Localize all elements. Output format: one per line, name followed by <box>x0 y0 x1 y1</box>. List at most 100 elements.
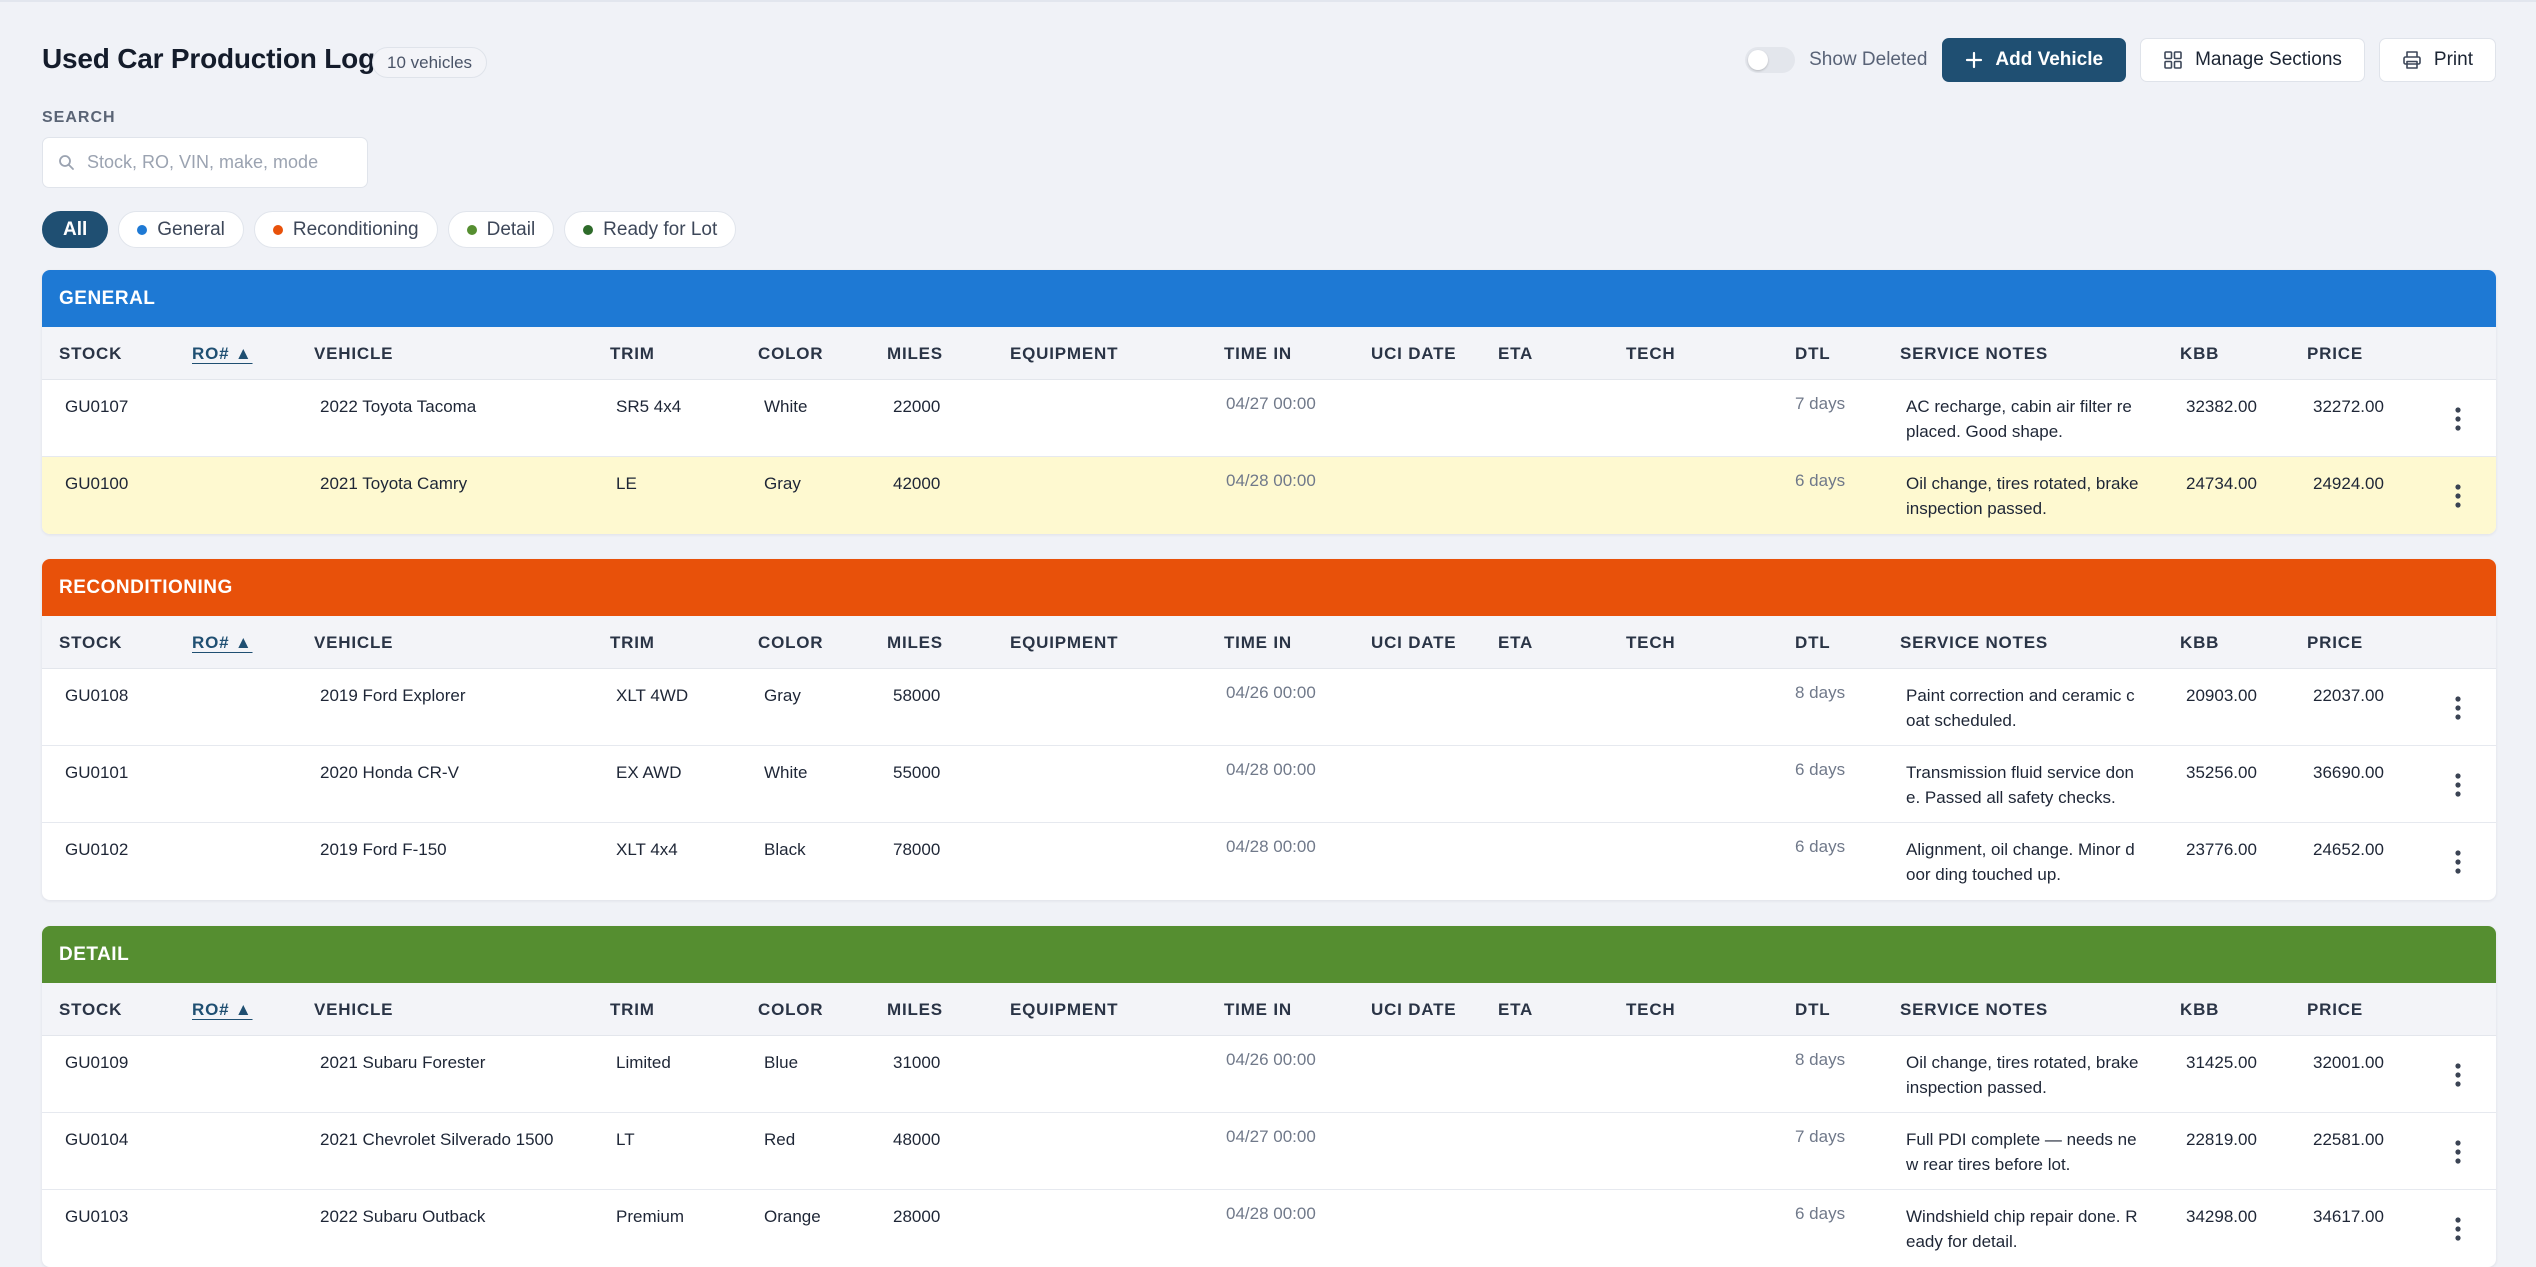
column-header[interactable]: PRICE <box>2307 344 2363 363</box>
column-header[interactable]: STOCK <box>59 633 123 652</box>
show-deleted-toggle-wrap[interactable]: Show Deleted <box>1745 47 1927 73</box>
cell-service-notes-line2: e. Passed all safety checks. <box>1906 788 2116 807</box>
filter-chip-ready-for-lot[interactable]: Ready for Lot <box>564 211 737 248</box>
column-header[interactable]: ETA <box>1498 344 1534 363</box>
status-dot-icon <box>466 224 477 235</box>
column-header[interactable]: TECH <box>1626 1000 1676 1019</box>
cell-trim: XLT 4x4 <box>616 840 678 859</box>
column-header[interactable]: TIME IN <box>1224 344 1292 363</box>
column-header[interactable]: DTL <box>1795 1000 1831 1019</box>
cell-kbb: 24734.00 <box>2186 474 2257 493</box>
cell-time-in: 04/28 00:00 <box>1226 1204 1316 1223</box>
filter-chip-all[interactable]: All <box>42 211 109 248</box>
column-header[interactable]: VEHICLE <box>314 1000 394 1019</box>
cell-miles: 55000 <box>893 763 941 782</box>
column-header[interactable]: RO# ▲ <box>192 1000 253 1019</box>
section-general: GENERAL STOCK RO# ▲ VEHICLE TRIM COLOR MILES EQ… <box>42 270 2496 534</box>
table-row[interactable]: GU0107 2022 Toyota Tacoma SR5 4x4 White 2200… <box>42 380 2496 457</box>
row-menu-kebab-icon[interactable] <box>2448 669 2468 746</box>
column-header[interactable]: ETA <box>1498 1000 1534 1019</box>
cell-dtl: 8 days <box>1795 1050 1846 1069</box>
column-header[interactable]: TRIM <box>610 633 655 652</box>
cell-time-in: 04/26 00:00 <box>1226 683 1316 702</box>
column-header[interactable]: EQUIPMENT <box>1010 344 1119 363</box>
cell-color: White <box>764 763 808 782</box>
row-menu-kebab-icon[interactable] <box>2448 1036 2468 1113</box>
column-header[interactable]: RO# ▲ <box>192 344 253 363</box>
column-header[interactable]: KBB <box>2180 633 2220 652</box>
filter-chip-detail[interactable]: Detail <box>447 211 555 248</box>
cell-vehicle: 2022 Toyota Tacoma <box>320 397 477 416</box>
column-header[interactable]: COLOR <box>758 344 824 363</box>
table-row[interactable]: GU0103 2022 Subaru Outback Premium Orange 28… <box>42 1190 2496 1267</box>
column-header[interactable]: UCI DATE <box>1371 633 1457 652</box>
column-header[interactable]: SERVICE NOTES <box>1900 344 2049 363</box>
cell-service-notes-line2: eady for detail. <box>1906 1232 2018 1251</box>
column-header[interactable]: TECH <box>1626 633 1676 652</box>
column-header[interactable]: VEHICLE <box>314 344 394 363</box>
cell-vehicle: 2022 Subaru Outback <box>320 1207 486 1226</box>
cell-kbb: 23776.00 <box>2186 840 2257 859</box>
table-row[interactable]: GU0104 2021 Chevrolet Silverado 1500 LT Red… <box>42 1113 2496 1190</box>
column-header[interactable]: EQUIPMENT <box>1010 633 1119 652</box>
column-header[interactable]: TIME IN <box>1224 1000 1292 1019</box>
cell-service-notes-line1: Paint correction and ceramic c <box>1906 686 2135 705</box>
column-header[interactable]: UCI DATE <box>1371 344 1457 363</box>
column-header[interactable]: ETA <box>1498 633 1534 652</box>
row-menu-kebab-icon[interactable] <box>2448 457 2468 534</box>
column-header[interactable]: SERVICE NOTES <box>1900 633 2049 652</box>
column-header[interactable]: PRICE <box>2307 1000 2363 1019</box>
column-header[interactable]: RO# ▲ <box>192 633 253 652</box>
cell-service-notes-line1: AC recharge, cabin air filter re <box>1906 397 2132 416</box>
column-header[interactable]: EQUIPMENT <box>1010 1000 1119 1019</box>
section-reconditioning: RECONDITIONING STOCK RO# ▲ VEHICLE TRIM COLOR… <box>42 559 2496 900</box>
table-row[interactable]: GU0100 2021 Toyota Camry LE Gray 42000 04/28 … <box>42 457 2496 534</box>
column-header[interactable]: PRICE <box>2307 633 2363 652</box>
column-header[interactable]: COLOR <box>758 633 824 652</box>
column-header[interactable]: MILES <box>887 1000 943 1019</box>
filter-chip-reconditioning[interactable]: Reconditioning <box>253 211 438 248</box>
print-button[interactable]: Print <box>2378 38 2496 82</box>
section-header[interactable]: GENERAL <box>42 270 2496 327</box>
cell-service-notes-line2: inspection passed. <box>1906 499 2047 518</box>
row-menu-kebab-icon[interactable] <box>2448 823 2468 900</box>
column-header[interactable]: MILES <box>887 344 943 363</box>
cell-miles: 22000 <box>893 397 941 416</box>
filter-chip-general[interactable]: General <box>118 211 244 248</box>
column-header[interactable]: MILES <box>887 633 943 652</box>
column-header[interactable]: KBB <box>2180 1000 2220 1019</box>
add-vehicle-button[interactable]: Add Vehicle <box>1942 38 2127 82</box>
section-header[interactable]: RECONDITIONING <box>42 559 2496 616</box>
table-row[interactable]: GU0109 2021 Subaru Forester Limited Blue 310… <box>42 1036 2496 1113</box>
cell-service-notes-line2: w rear tires before lot. <box>1906 1155 2071 1174</box>
column-header[interactable]: STOCK <box>59 1000 123 1019</box>
show-deleted-toggle[interactable] <box>1745 47 1796 73</box>
row-menu-kebab-icon[interactable] <box>2448 1190 2468 1267</box>
column-header[interactable]: TECH <box>1626 344 1676 363</box>
section-header[interactable]: DETAIL <box>42 926 2496 983</box>
row-menu-kebab-icon[interactable] <box>2448 746 2468 823</box>
column-header[interactable]: UCI DATE <box>1371 1000 1457 1019</box>
column-header[interactable]: COLOR <box>758 1000 824 1019</box>
column-header[interactable]: DTL <box>1795 344 1831 363</box>
column-header[interactable]: KBB <box>2180 344 2220 363</box>
column-header[interactable]: SERVICE NOTES <box>1900 1000 2049 1019</box>
cell-service-notes-line1: Full PDI complete — needs ne <box>1906 1130 2137 1149</box>
search-input[interactable] <box>87 152 347 173</box>
column-header[interactable]: TIME IN <box>1224 633 1292 652</box>
column-header[interactable]: STOCK <box>59 344 123 363</box>
table-row[interactable]: GU0108 2019 Ford Explorer XLT 4WD Gray 58000… <box>42 669 2496 746</box>
add-vehicle-label: Add Vehicle <box>1995 49 2104 70</box>
column-header[interactable]: TRIM <box>610 344 655 363</box>
table-row[interactable]: GU0102 2019 Ford F-150 XLT 4x4 Black 78000 04… <box>42 823 2496 900</box>
row-menu-kebab-icon[interactable] <box>2448 380 2468 457</box>
search-box[interactable] <box>42 137 368 188</box>
column-header[interactable]: DTL <box>1795 633 1831 652</box>
row-menu-kebab-icon[interactable] <box>2448 1113 2468 1190</box>
table-row[interactable]: GU0101 2020 Honda CR-V EX AWD White 55000 04/… <box>42 746 2496 823</box>
column-header[interactable]: VEHICLE <box>314 633 394 652</box>
manage-sections-button[interactable]: Manage Sections <box>2140 38 2365 82</box>
column-header[interactable]: TRIM <box>610 1000 655 1019</box>
cell-time-in: 04/28 00:00 <box>1226 471 1316 490</box>
grid-icon <box>2164 51 2182 69</box>
